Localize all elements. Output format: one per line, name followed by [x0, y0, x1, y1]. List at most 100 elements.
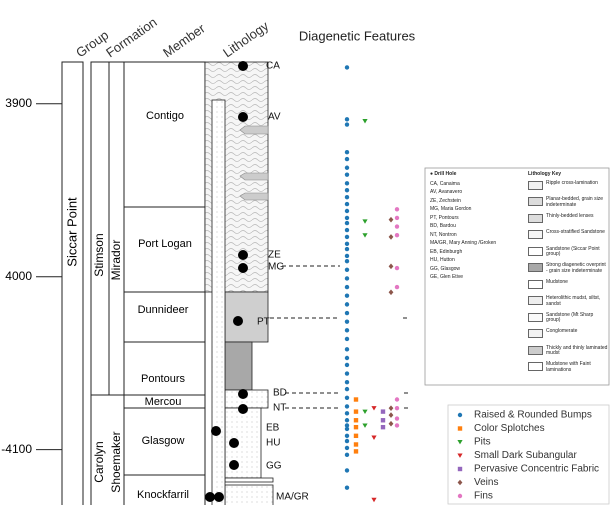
y-tick-label: 3900 [5, 96, 32, 110]
drill-hole-key-title-text: Drill Hole [434, 171, 456, 177]
y-tick-label: -4100 [1, 442, 32, 456]
lithology-key-entry: Planar-bedded, grain size indeterminate [546, 197, 608, 208]
feature-point [345, 122, 349, 126]
feature-point [345, 356, 349, 360]
feature-point [395, 233, 399, 237]
member-label: Contigo [146, 110, 184, 122]
feature-point [345, 235, 349, 239]
legend-marker [458, 494, 462, 498]
lithology-key-entry: Mudstone with Faint laminations [546, 362, 608, 373]
feature-point [395, 216, 399, 220]
drill-hole-label: AV [268, 112, 281, 123]
legend-label: Color Splotches [474, 423, 545, 434]
lens [240, 173, 268, 180]
feature-point [345, 302, 349, 306]
feature-point [345, 328, 349, 332]
drill-hole-label: BD [273, 388, 287, 399]
drill-hole-key-entry: BD, Bardou [430, 224, 522, 230]
feature-point [381, 418, 385, 422]
lithology-swatch [528, 313, 543, 322]
drill-hole [211, 426, 221, 436]
feature-point [395, 285, 399, 289]
drill-hole [214, 492, 224, 502]
legend-marker [458, 413, 462, 417]
feature-point [354, 425, 358, 429]
feature-point [354, 449, 358, 453]
drill-hole-key-entry: MA/GR, Mary Anning /Groken [430, 241, 522, 247]
drill-hole-key-entry: ZE, Zechstein [430, 199, 522, 205]
feature-point [345, 195, 349, 199]
drill-hole [238, 250, 248, 260]
drill-hole-label: CA [266, 61, 280, 72]
lithology-key-row: Ripple cross-lamination [528, 181, 608, 198]
header-formation: Formation [103, 14, 160, 60]
legend-label: Small Dark Subangular [474, 450, 577, 461]
drill-hole-label: NT [273, 403, 286, 414]
lithology-key-entry: Sandstone (Mt Sharp group) [546, 313, 608, 324]
feature-point [345, 371, 349, 375]
drill-hole-label: MG [268, 262, 284, 273]
lithology-swatch [528, 214, 543, 223]
header-member: Member [160, 20, 208, 60]
feature-point [345, 446, 349, 450]
feature-point [345, 427, 349, 431]
drill-hole [238, 389, 248, 399]
lithology-key-entry: Conglomerate [546, 329, 608, 335]
lithology-key-row: Planar-bedded, grain size indeterminate [528, 197, 608, 214]
feature-point [395, 224, 399, 228]
drill-hole-label: HU [266, 438, 280, 449]
lithology-swatch [528, 280, 543, 289]
feature-point [345, 242, 349, 246]
feature-point [345, 319, 349, 323]
group-label: Siccar Point [64, 197, 79, 267]
lithology-key-row: Mudstone with Faint laminations [528, 362, 608, 379]
drill-hole-key: ● Drill Hole CA, CanaimaAV, AvanaveroZE,… [430, 172, 522, 284]
member-label: Port Logan [138, 238, 192, 250]
features-column [340, 58, 402, 505]
feature-point [345, 486, 349, 490]
drill-hole-key-entry: PT, Pontours [430, 216, 522, 222]
feature-point [354, 442, 358, 446]
lithology-key-row: Strong diagenetic overprint - grain size… [528, 263, 608, 280]
lithology-swatch [528, 181, 543, 190]
feature-point [345, 311, 349, 315]
feature-point [345, 396, 349, 400]
feature-point [395, 397, 399, 401]
feature-point [345, 259, 349, 263]
lithology-key-entry: Thinly-bedded lenses [546, 214, 608, 220]
feature-point [345, 216, 349, 220]
drill-hole-label: PT [257, 317, 270, 328]
lithology-swatch [528, 197, 543, 206]
y-tick-label: 4000 [5, 269, 32, 283]
feature-point [345, 439, 349, 443]
drill-hole-key-entry: CA, Canaima [430, 182, 522, 188]
drill-hole-label: EB [266, 423, 280, 434]
lithology-thin-column [212, 100, 225, 505]
feature-point [345, 285, 349, 289]
formation-label: Mirador [109, 240, 123, 281]
feature-point [345, 434, 349, 438]
feature-point [345, 337, 349, 341]
feature-point [345, 380, 349, 384]
lithology-key-entry: Mudstone [546, 280, 608, 286]
lithology-swatch [528, 247, 543, 256]
lithology-key-row: Mudstone [528, 280, 608, 297]
drill-hole-key-title: ● Drill Hole [430, 172, 522, 178]
feature-point [395, 423, 399, 427]
legend-label: Raised & Rounded Bumps [474, 410, 592, 421]
feature-point [345, 294, 349, 298]
feature-point [345, 202, 349, 206]
feature-point [381, 409, 385, 413]
feature-point [345, 172, 349, 176]
lens [240, 126, 268, 134]
formation-label: Carolyn [92, 441, 106, 482]
lithology-key-row: Sandstone (Siccar Point group) [528, 247, 608, 264]
drill-hole-key-entry: GG, Glasgow [430, 267, 522, 273]
formation-label: Shoemaker [109, 431, 123, 492]
feature-point [345, 276, 349, 280]
drill-hole [238, 112, 248, 122]
feature-point [345, 117, 349, 121]
feature-point [345, 166, 349, 170]
lithology-key-row: Thickly and thinly laminated mudst [528, 346, 608, 363]
